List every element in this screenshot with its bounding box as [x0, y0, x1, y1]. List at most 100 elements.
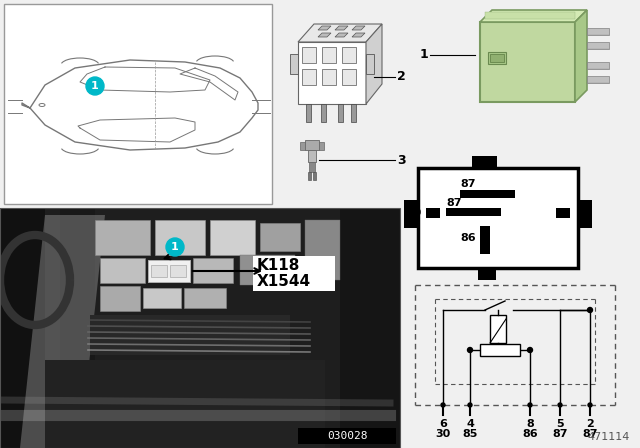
- Bar: [418, 168, 578, 268]
- Bar: [366, 54, 374, 74]
- Bar: [0, 208, 400, 448]
- Bar: [319, 142, 324, 150]
- Bar: [342, 69, 356, 85]
- Text: 87: 87: [446, 198, 461, 208]
- Bar: [556, 208, 570, 218]
- Circle shape: [527, 348, 532, 353]
- Bar: [95, 220, 150, 255]
- Text: 87: 87: [460, 179, 476, 189]
- Bar: [302, 47, 316, 63]
- Bar: [60, 208, 95, 448]
- Bar: [587, 62, 609, 69]
- Circle shape: [166, 238, 184, 256]
- Bar: [210, 220, 255, 255]
- Text: X1544: X1544: [257, 273, 311, 289]
- Text: 4: 4: [466, 419, 474, 429]
- Circle shape: [441, 403, 445, 407]
- Polygon shape: [480, 10, 587, 22]
- Bar: [305, 140, 319, 150]
- Bar: [184, 288, 226, 308]
- Circle shape: [86, 77, 104, 95]
- Bar: [151, 265, 167, 277]
- Bar: [480, 22, 575, 102]
- Bar: [480, 344, 520, 356]
- Polygon shape: [335, 26, 348, 30]
- Bar: [100, 286, 140, 311]
- Bar: [306, 104, 311, 122]
- Bar: [404, 200, 418, 228]
- Circle shape: [558, 403, 562, 407]
- Text: 8: 8: [526, 419, 534, 429]
- Text: 85: 85: [462, 429, 477, 439]
- Bar: [587, 28, 609, 35]
- Bar: [446, 208, 501, 216]
- Bar: [321, 104, 326, 122]
- Text: 2: 2: [586, 419, 594, 429]
- Text: 1: 1: [171, 242, 179, 252]
- Bar: [338, 104, 343, 122]
- Circle shape: [467, 348, 472, 353]
- Text: 2: 2: [397, 70, 406, 83]
- Bar: [587, 76, 609, 83]
- Bar: [478, 268, 496, 280]
- Text: K118: K118: [257, 258, 300, 272]
- Bar: [298, 428, 396, 444]
- Bar: [488, 52, 506, 64]
- Circle shape: [588, 307, 593, 313]
- Polygon shape: [366, 24, 382, 104]
- Bar: [322, 69, 336, 85]
- Polygon shape: [352, 33, 365, 37]
- Circle shape: [528, 403, 532, 407]
- Polygon shape: [335, 33, 348, 37]
- Bar: [587, 42, 609, 49]
- Bar: [290, 54, 298, 74]
- Bar: [342, 47, 356, 63]
- Bar: [302, 69, 316, 85]
- Bar: [472, 156, 497, 168]
- Text: 30: 30: [407, 208, 422, 218]
- Text: 1: 1: [419, 48, 428, 61]
- Text: 5: 5: [556, 419, 564, 429]
- Bar: [260, 223, 300, 251]
- Bar: [143, 288, 181, 308]
- Circle shape: [468, 403, 472, 407]
- Bar: [309, 162, 315, 172]
- Bar: [155, 220, 205, 255]
- Bar: [300, 142, 305, 150]
- Bar: [305, 220, 340, 280]
- Text: 30: 30: [435, 429, 451, 439]
- Bar: [313, 172, 316, 180]
- Bar: [45, 360, 325, 448]
- Bar: [351, 104, 356, 122]
- Text: 030028: 030028: [327, 431, 367, 441]
- Bar: [298, 42, 366, 104]
- Polygon shape: [352, 26, 365, 30]
- Bar: [426, 208, 440, 218]
- Polygon shape: [298, 24, 382, 42]
- Polygon shape: [20, 215, 105, 448]
- Bar: [253, 256, 335, 291]
- Text: 3: 3: [397, 154, 406, 167]
- Bar: [480, 226, 490, 254]
- Bar: [490, 54, 504, 62]
- Text: 85: 85: [576, 208, 591, 218]
- Bar: [170, 265, 186, 277]
- Polygon shape: [318, 26, 331, 30]
- Bar: [100, 258, 145, 283]
- Circle shape: [588, 403, 592, 407]
- Polygon shape: [575, 10, 587, 102]
- Bar: [340, 208, 400, 448]
- Bar: [0, 208, 400, 448]
- Text: 1: 1: [91, 81, 99, 91]
- Bar: [148, 260, 190, 282]
- Bar: [240, 255, 295, 285]
- Bar: [578, 200, 592, 228]
- Text: 471114: 471114: [588, 432, 630, 442]
- Bar: [490, 315, 506, 343]
- Bar: [90, 315, 290, 355]
- Text: 86: 86: [522, 429, 538, 439]
- Bar: [4, 4, 272, 204]
- Bar: [193, 258, 233, 283]
- Text: 87: 87: [582, 429, 598, 439]
- Bar: [460, 190, 515, 198]
